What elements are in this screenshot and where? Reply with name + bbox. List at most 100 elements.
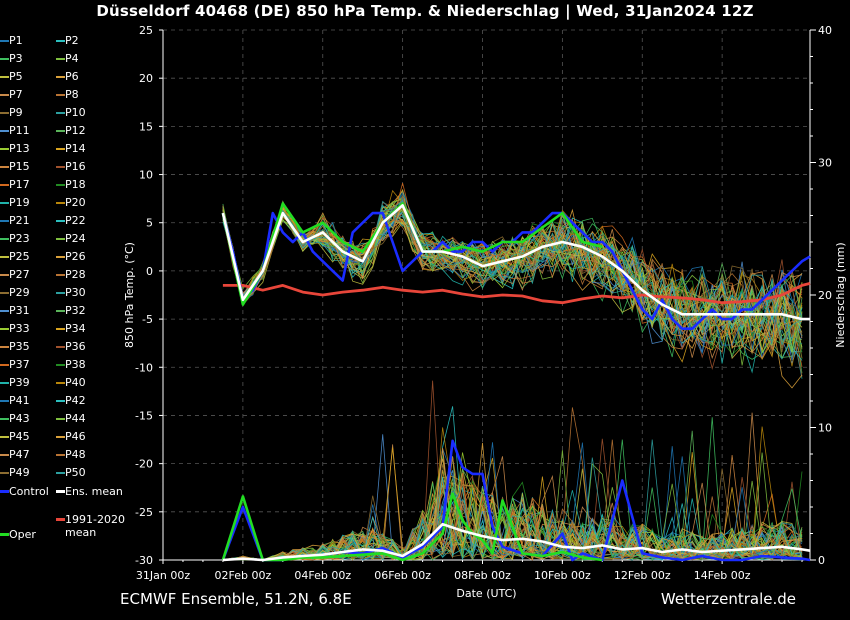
legend-label: P44: [65, 412, 86, 425]
legend-label: P28: [65, 268, 86, 281]
legend-label: P37: [9, 358, 30, 371]
legend-label: P2: [65, 34, 79, 47]
mean-precip-line: [222, 522, 811, 562]
legend-item-control: Control: [0, 485, 49, 498]
y-right-tick-label: 20: [818, 289, 832, 302]
y-left-tick-label: -25: [135, 506, 153, 519]
y-left-tick-label: 0: [146, 265, 153, 278]
legend-item-p43: P43: [0, 412, 30, 425]
legend-label: P50: [65, 466, 86, 479]
legend-label: P13: [9, 142, 30, 155]
x-tick-label: 08Feb 00z: [454, 569, 511, 582]
legend-item-p9: P9: [0, 106, 23, 119]
legend-label: P39: [9, 376, 30, 389]
member-line-P41: [222, 196, 803, 355]
legend-swatch: [56, 291, 65, 294]
legend-item-p37: P37: [0, 358, 30, 371]
member-line-P38: [222, 201, 803, 353]
legend-swatch: [56, 183, 65, 186]
legend-swatch: [56, 363, 65, 366]
legend-swatch: [0, 291, 9, 294]
legend-label: P26: [65, 250, 86, 263]
legend-item-p45: P45: [0, 430, 30, 443]
legend-item-p25: P25: [0, 250, 30, 263]
legend-swatch: [56, 518, 65, 521]
legend-item-p41: P41: [0, 394, 30, 407]
legend-swatch: [56, 75, 65, 78]
legend-swatch: [0, 201, 9, 204]
y-left-axis-label: 850 hPa Temp. (°C): [123, 242, 136, 348]
y-left-tick-label: 10: [139, 169, 153, 182]
legend-item-p14: P14: [56, 142, 86, 155]
legend-item-oper: Oper: [0, 528, 36, 541]
legend-swatch: [0, 381, 9, 384]
legend-label: P20: [65, 196, 86, 209]
y-right-tick-label: 30: [818, 157, 832, 170]
x-tick-label: 12Feb 00z: [614, 569, 671, 582]
legend-item-p27: P27: [0, 268, 30, 281]
legend-item-p34: P34: [56, 322, 86, 335]
legend-item-p3: P3: [0, 52, 23, 65]
legend-swatch: [0, 183, 9, 186]
legend-swatch: [0, 273, 9, 276]
legend-item-p10: P10: [56, 106, 86, 119]
legend-item-p30: P30: [56, 286, 86, 299]
legend-swatch: [56, 381, 65, 384]
legend-item-p12: P12: [56, 124, 86, 137]
legend-item-p32: P32: [56, 304, 86, 317]
x-tick-label: 14Feb 00z: [694, 569, 751, 582]
legend-swatch: [0, 147, 9, 150]
legend-item-p21: P21: [0, 214, 30, 227]
legend-label: P9: [9, 106, 23, 119]
control-temp-line: [221, 211, 811, 330]
legend-label: P17: [9, 178, 30, 191]
legend-swatch: [0, 435, 9, 438]
legend-label: P4: [65, 52, 79, 65]
site-caption: Wetterzentrale.de: [660, 590, 796, 608]
legend-swatch: [0, 57, 9, 60]
y-right-axis-label: Niederschlag (mm): [834, 242, 847, 347]
legend-label: P38: [65, 358, 86, 371]
legend-swatch: [0, 39, 9, 42]
legend-swatch: [0, 309, 9, 312]
member-line-P47: [222, 201, 803, 353]
y-left-tick-label: -10: [135, 361, 153, 374]
legend-label: P29: [9, 286, 30, 299]
legend-item-ens-mean: Ens. mean: [56, 485, 123, 498]
legend-label: P5: [9, 70, 23, 83]
legend-label: P41: [9, 394, 30, 407]
legend-label: P14: [65, 142, 86, 155]
legend-swatch: [56, 490, 65, 493]
y-right-tick-label: 40: [818, 24, 832, 37]
x-tick-label: 06Feb 00z: [374, 569, 431, 582]
legend-swatch: [0, 93, 9, 96]
legend-swatch: [0, 327, 9, 330]
legend-item-p24: P24: [56, 232, 86, 245]
ensemble-temp-lines: [222, 182, 803, 389]
legend-label: P11: [9, 124, 30, 137]
ensemble-precip-lines: [222, 380, 803, 561]
legend-label: P33: [9, 322, 30, 335]
legend-label: P6: [65, 70, 79, 83]
legend-item-p17: P17: [0, 178, 30, 191]
legend-swatch: [56, 111, 65, 114]
chart-title: Düsseldorf 40468 (DE) 850 hPa Temp. & Ni…: [96, 2, 754, 20]
y-left-tick-label: 25: [139, 24, 153, 37]
legend-swatch: [0, 471, 9, 474]
x-tick-label: 10Feb 00z: [534, 569, 591, 582]
legend-label: P25: [9, 250, 30, 263]
legend-swatch: [56, 219, 65, 222]
legend-item-p2: P2: [56, 34, 79, 47]
legend-item-p44: P44: [56, 412, 86, 425]
legend-item-p1: P1: [0, 34, 23, 47]
x-tick-label: 31Jan 00z: [136, 569, 190, 582]
x-tick-label: 04Feb 00z: [294, 569, 351, 582]
legend-item-p46: P46: [56, 430, 86, 443]
y-right-tick-label: 10: [818, 422, 832, 435]
legend-item-p16: P16: [56, 160, 86, 173]
legend-label: P31: [9, 304, 30, 317]
legend-item-p18: P18: [56, 178, 86, 191]
member-line-P29: [222, 195, 803, 356]
legend-swatch: [56, 147, 65, 150]
y-left-tick-label: 5: [146, 217, 153, 230]
